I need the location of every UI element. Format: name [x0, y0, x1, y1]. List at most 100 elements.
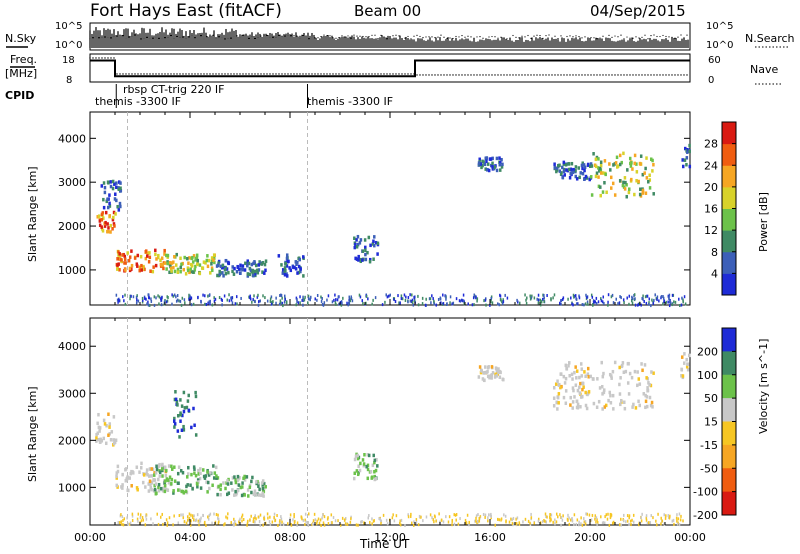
velocity-cell: [231, 476, 235, 480]
power-cell: [280, 294, 283, 298]
velocity-cell: [337, 519, 339, 523]
velocity-cell: [533, 521, 536, 525]
velocity-cell: [618, 392, 622, 396]
power-cell: [397, 294, 399, 298]
velocity-cell: [257, 484, 260, 488]
nave-dot: [473, 74, 475, 76]
velocity-cell: [578, 391, 582, 395]
power-cell: [483, 162, 487, 167]
power-cell: [114, 192, 117, 196]
power-cell: [589, 164, 592, 169]
velocity-cell: [181, 470, 185, 475]
velocity-cell: [573, 395, 576, 399]
power-cell: [189, 262, 193, 267]
power-cell: [413, 295, 415, 299]
nave-dot: [656, 74, 658, 76]
velocity-cell: [498, 518, 501, 522]
velocity-cell: [186, 472, 190, 476]
nave-dot: [452, 74, 454, 76]
power-cell: [184, 272, 188, 276]
velocity-cell: [552, 520, 554, 524]
power-cell: [161, 295, 163, 299]
velocity-cell: [454, 513, 457, 517]
nsearch-dot: [350, 37, 352, 39]
velocity-cell: [578, 375, 581, 380]
velocity-cell: [464, 518, 467, 522]
velocity-cell: [571, 406, 574, 410]
velocity-cell: [279, 521, 281, 525]
power-cell: [671, 293, 674, 297]
velocity-cell: [206, 480, 210, 485]
power-cell: [214, 297, 217, 301]
velocity-cell: [399, 519, 401, 523]
nave-dot: [194, 73, 196, 75]
velocity-cell: [115, 474, 118, 479]
nave-dot: [350, 73, 352, 75]
velocity-cell: [447, 520, 450, 524]
power-cell: [559, 301, 561, 305]
power-cell: [389, 293, 391, 297]
velocity-cell: [173, 425, 176, 429]
velocity-cell: [120, 520, 122, 524]
velocity-cell: [258, 520, 261, 524]
velocity-cell: [262, 494, 265, 498]
velocity-cell: [417, 523, 420, 527]
velocity-cell: [121, 486, 124, 490]
power-cell: [645, 156, 648, 160]
nave-dot: [251, 73, 253, 75]
power-cell: [359, 259, 363, 264]
nsearch-dot: [233, 35, 235, 38]
velocity-cell: [96, 431, 100, 435]
power-cell: [371, 302, 373, 306]
velocity-cell: [116, 469, 120, 474]
velocity-cell: [594, 517, 596, 521]
nsearch-dot: [107, 37, 109, 39]
nsearch-dot: [638, 37, 640, 39]
velocity-cell: [257, 515, 260, 519]
power-cell: [348, 298, 350, 302]
nsearch-dot: [626, 36, 628, 38]
power-cell: [561, 297, 564, 301]
velocity-cell: [668, 516, 671, 520]
date-label: 04/Sep/2015: [590, 2, 686, 20]
nave-dot: [143, 73, 145, 75]
velocity-cell: [415, 518, 418, 522]
velocity-cell: [179, 413, 183, 417]
power-cell: [302, 303, 304, 307]
nave-dot: [374, 73, 376, 75]
velocity-cell: [455, 513, 458, 517]
power-cell: [478, 157, 481, 162]
power-cell: [688, 149, 691, 154]
power-cell: [652, 301, 655, 305]
velocity-cell: [330, 513, 333, 517]
power-cell: [662, 302, 664, 306]
velocity-cell: [628, 516, 630, 520]
nsearch-dot: [491, 35, 493, 38]
power-cell: [285, 272, 288, 276]
power-cell: [119, 186, 122, 190]
nsearch-dot: [512, 34, 514, 37]
velocity-cell: [216, 476, 220, 480]
power-cell: [628, 302, 630, 306]
velocity-cell: [592, 401, 596, 406]
velocity-cell: [645, 395, 649, 399]
velocity-cell: [682, 361, 686, 365]
power-cell: [491, 161, 494, 166]
power-cell: [123, 254, 127, 259]
velocity-cell: [269, 522, 272, 526]
velocity-cell: [227, 512, 229, 516]
velocity-cell: [251, 475, 254, 480]
power-cell: [184, 301, 186, 305]
velocity-cell: [193, 514, 195, 518]
velocity-cell: [255, 493, 258, 497]
power-cell: [153, 295, 156, 299]
power-cell: [124, 268, 127, 272]
power-cell: [165, 300, 168, 304]
power-cell: [589, 162, 593, 166]
velocity-cell: [367, 453, 371, 458]
power-cell: [357, 254, 360, 259]
velocity-cell: [648, 395, 652, 400]
power-cell: [613, 162, 617, 166]
power-cell: [179, 299, 182, 303]
power-cell: [123, 299, 125, 303]
